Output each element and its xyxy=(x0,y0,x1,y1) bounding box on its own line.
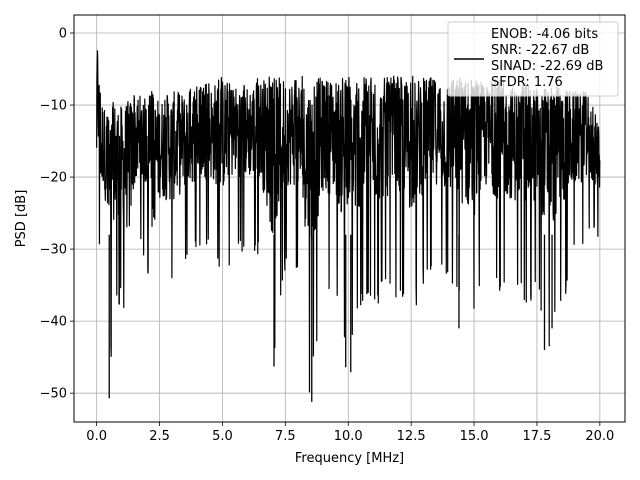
y-tick-label: −30 xyxy=(40,243,67,258)
y-tick-label: −50 xyxy=(40,387,67,402)
x-tick-label: 5.0 xyxy=(212,429,233,444)
plot-frame xyxy=(73,14,626,423)
legend-entry-line: SINAD: -22.69 dB xyxy=(491,59,603,74)
y-tick-label: −20 xyxy=(40,171,67,186)
legend-entry-line: SNR: -22.67 dB xyxy=(491,43,589,58)
x-tick-label: 0.0 xyxy=(86,429,107,444)
y-axis-label: PSD [dB] xyxy=(14,190,29,248)
x-tick-label: 10.0 xyxy=(334,429,363,444)
y-tick-label: 0 xyxy=(59,27,67,42)
x-axis-label: Frequency [MHz] xyxy=(295,451,404,466)
psd-series-line xyxy=(96,50,601,393)
x-tick-label: 7.5 xyxy=(275,429,296,444)
x-tick-label: 12.5 xyxy=(397,429,426,444)
ticks: 0.0 2.5 5.0 7.5 10.0 12.5 15.0 17.5 20.0 0 −10 −20 −… xyxy=(40,27,615,444)
legend-entry-line: ENOB: -4.06 bits xyxy=(491,27,598,42)
x-tick-label: 2.5 xyxy=(149,429,170,444)
y-tick-label: −40 xyxy=(40,315,67,330)
y-tick-label: −10 xyxy=(40,99,67,114)
x-tick-label: 20.0 xyxy=(585,429,614,444)
x-tick-label: 17.5 xyxy=(522,429,551,444)
legend-entry-line: SFDR: 1.76 xyxy=(491,75,563,90)
psd-trace xyxy=(96,50,601,402)
legend-box xyxy=(447,21,619,97)
x-tick-label: 15.0 xyxy=(460,429,489,444)
